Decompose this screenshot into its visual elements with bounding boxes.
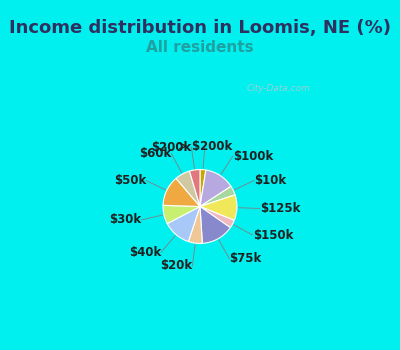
Text: $20k: $20k: [160, 259, 192, 272]
Wedge shape: [163, 178, 200, 206]
Text: $125k: $125k: [260, 202, 300, 215]
Wedge shape: [190, 169, 200, 206]
Text: Income distribution in Loomis, NE (%): Income distribution in Loomis, NE (%): [9, 19, 391, 37]
Text: $30k: $30k: [110, 213, 142, 226]
Text: $40k: $40k: [129, 246, 161, 259]
Text: $60k: $60k: [139, 147, 172, 160]
Text: $75k: $75k: [229, 252, 262, 265]
Text: $200k: $200k: [151, 141, 191, 154]
Text: > $200k: > $200k: [178, 140, 232, 153]
Text: All residents: All residents: [146, 40, 254, 55]
Text: City-Data.com: City-Data.com: [246, 84, 310, 93]
Wedge shape: [176, 171, 200, 206]
Wedge shape: [200, 206, 230, 243]
Text: $100k: $100k: [233, 150, 273, 163]
Text: $150k: $150k: [253, 229, 293, 241]
Wedge shape: [200, 206, 234, 228]
Wedge shape: [200, 195, 237, 220]
Wedge shape: [188, 206, 202, 244]
Text: $10k: $10k: [254, 174, 286, 187]
Wedge shape: [163, 205, 200, 224]
Wedge shape: [200, 170, 231, 206]
Wedge shape: [200, 186, 235, 206]
Wedge shape: [200, 169, 206, 206]
Text: $50k: $50k: [114, 174, 146, 187]
Wedge shape: [167, 206, 200, 242]
